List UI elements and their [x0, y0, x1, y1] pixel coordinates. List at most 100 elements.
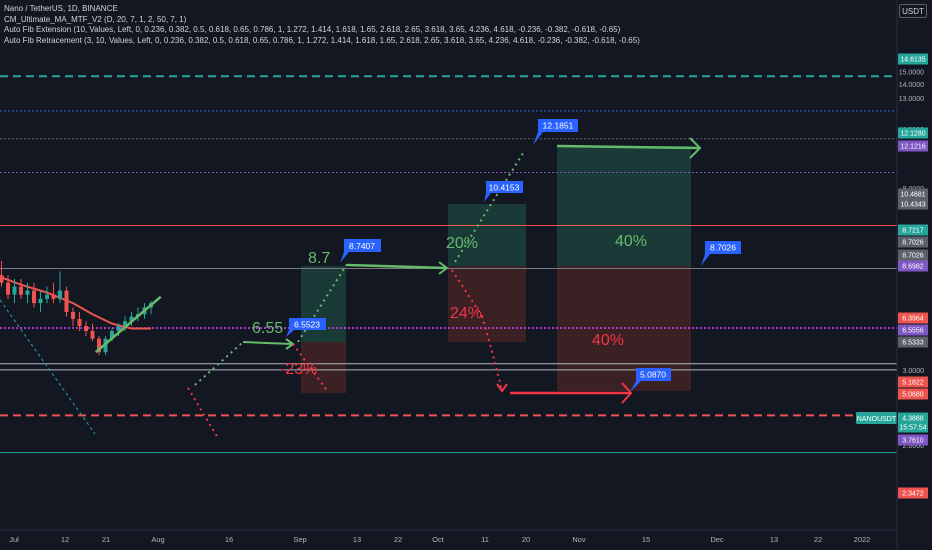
price-label-text: 2.3472: [902, 491, 924, 498]
trend-line: [94, 295, 162, 354]
x-tick-label: 2022: [854, 535, 871, 544]
price-label: 12.1216: [898, 140, 928, 152]
y-tick-label: 3.0000: [903, 368, 925, 375]
dotted-path-down-2: [292, 343, 329, 393]
x-tick-label: Nov: [572, 535, 586, 544]
dotted-path-up-3: [454, 149, 526, 263]
dotted-path-down-1: [187, 387, 219, 439]
moving-average: [0, 275, 151, 330]
candle-body: [32, 290, 36, 304]
x-tick-label: 13: [770, 535, 778, 544]
price-label-text: 6.5556: [902, 328, 924, 335]
y-tick-label: 2.0000: [903, 443, 925, 450]
price-label-text: 15:57:54: [899, 425, 926, 432]
symbol-tag: NANOUSDT: [856, 412, 897, 424]
y-tick-label: 14.0000: [899, 82, 924, 89]
candle: [84, 321, 88, 337]
y-tick-label: 13.0000: [899, 96, 924, 103]
price-label-text: 6.3964: [902, 316, 924, 323]
callout: 12.1851: [533, 119, 578, 145]
arrow-line-2: [346, 263, 447, 270]
candle-body: [64, 290, 69, 312]
x-tick-label: 13: [353, 535, 361, 544]
candles: [0, 260, 153, 356]
candle-body: [45, 294, 49, 299]
candle: [45, 286, 49, 304]
x-tick-label: Oct: [432, 535, 445, 544]
arrow-line-1: [242, 341, 293, 345]
callout-text: 6.5523: [294, 320, 320, 330]
price-label-bg: [898, 224, 928, 236]
legend-indicator: Auto Fib Retracement (3, 10, Values, Lef…: [4, 35, 640, 45]
candle-body: [129, 316, 134, 322]
price-label-bg: [898, 412, 928, 424]
price-label: 6.5333: [898, 336, 928, 348]
candle: [51, 282, 56, 304]
price-label-bg: [898, 236, 928, 248]
price-label-text: 8.7026: [902, 240, 924, 247]
price-label-bg: [898, 312, 928, 324]
currency-button[interactable]: USDT: [899, 4, 927, 18]
projection-label: 40%: [592, 332, 624, 349]
price-label: 10.4681: [898, 188, 928, 200]
price-callouts: 6.5523 8.7407 10.4153 12.1851 8.7026 5.0…: [286, 119, 741, 392]
projection-labels: 6.55 8.7 -23% 20% 24% 40% 40%: [252, 233, 647, 378]
candle-body: [71, 311, 75, 319]
projection-label: 40%: [615, 233, 647, 250]
candle-body: [97, 338, 101, 353]
price-label-text: 12.1216: [900, 144, 925, 151]
price-label: 6.5556: [898, 324, 928, 336]
projection-label: 24%: [450, 305, 482, 322]
arrowhead-icon: [496, 383, 508, 393]
candle-body: [110, 330, 114, 339]
candle: [58, 271, 62, 304]
dotted-path-down-4: [481, 315, 503, 391]
callout-text: 5.0870: [640, 370, 666, 380]
price-label: 5.1822: [898, 376, 928, 388]
callout-text: 8.7026: [710, 243, 736, 253]
x-tick-label: Dec: [710, 535, 724, 544]
candle: [12, 278, 17, 304]
price-label-bg: [898, 249, 928, 261]
callout: 5.0870: [630, 368, 671, 392]
callout-text: 8.7407: [349, 241, 375, 251]
price-label: 4.3888: [898, 412, 928, 424]
price-label: 14.6135: [898, 53, 928, 65]
arrowhead-icon: [689, 137, 702, 159]
candle-body: [90, 330, 95, 339]
symbol-tag-text: NANOUSDT: [857, 416, 897, 423]
candle: [129, 311, 134, 327]
price-label-bg: [898, 140, 928, 152]
callout: 8.7026: [701, 241, 741, 266]
price-label: 8.7217: [898, 224, 928, 236]
candle-body: [25, 290, 30, 295]
x-tick-label: Jul: [9, 535, 19, 544]
callout: 10.4153: [484, 181, 523, 202]
price-label: 8.6982: [898, 260, 928, 272]
time-axis[interactable]: Jul 12 21 Aug 16 Sep 13 22 Oct 11 20 Nov 15 Dec 13 22 20…: [9, 535, 870, 544]
x-tick-label: 15: [642, 535, 650, 544]
price-label-text: 6.5333: [902, 340, 924, 347]
callout: 8.7407: [340, 239, 381, 263]
candle-body: [38, 298, 43, 304]
price-label-text: 8.7217: [902, 228, 924, 235]
legend-symbol: Nano / TetherUS, 1D, BINANCE: [4, 4, 118, 13]
trend-line-segment: [94, 295, 162, 354]
candle: [90, 323, 95, 342]
candle: [25, 282, 30, 304]
x-tick-label: 16: [225, 535, 233, 544]
price-label: 15:57:54: [898, 421, 928, 433]
x-tick-label: 22: [394, 535, 402, 544]
price-label-bg: [898, 324, 928, 336]
long-zone-2: [448, 204, 526, 266]
candle-body: [19, 286, 23, 295]
projection-label: 8.7: [308, 250, 330, 267]
price-label-bg: [898, 388, 928, 400]
callout-text: 12.1851: [543, 121, 574, 131]
candle: [77, 311, 82, 331]
price-label-text: 5.0680: [902, 392, 924, 399]
candle-body: [84, 326, 88, 331]
price-label-text: 4.3888: [902, 416, 924, 423]
candle-body: [51, 294, 56, 299]
